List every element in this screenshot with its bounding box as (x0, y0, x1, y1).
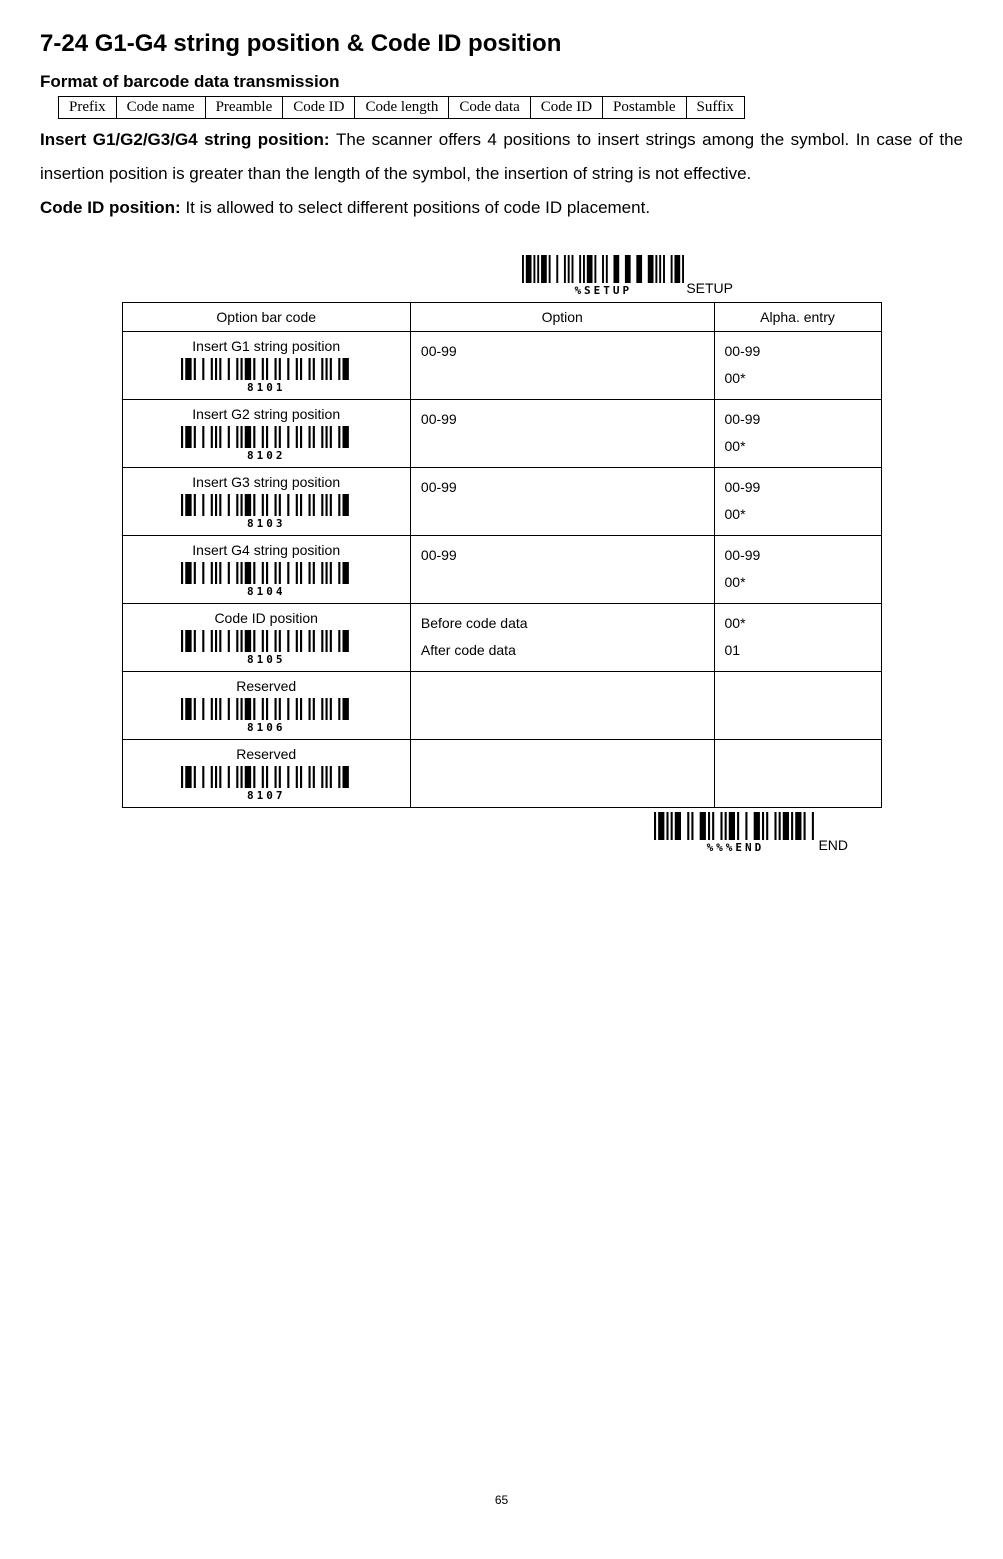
format-cell: Suffix (686, 97, 744, 119)
alpha-entry-cell (714, 672, 881, 740)
format-cell: Code ID (530, 97, 602, 119)
row-label: Insert G4 string position (133, 542, 400, 558)
option-line: 00-99 (421, 406, 704, 433)
table-row: Insert G1 string position810100-9900-990… (122, 332, 881, 400)
page-title: 7-24 G1-G4 string position & Code ID pos… (40, 30, 963, 58)
format-heading: Format of barcode data transmission (40, 72, 963, 92)
option-barcode-cell: Insert G3 string position 8103 (122, 468, 410, 536)
alpha-line: 00-99 (725, 474, 871, 501)
option-barcode-cell: Insert G2 string position 8102 (122, 400, 410, 468)
row-barcode-caption: 8105 (133, 654, 400, 665)
alpha-entry-cell: 00-9900* (714, 400, 881, 468)
alpha-line: 01 (725, 637, 871, 664)
format-cell: Code name (116, 97, 205, 119)
alpha-entry-cell: 00-9900* (714, 468, 881, 536)
alpha-line: 00* (725, 569, 871, 596)
para2-bold: Code ID position: (40, 198, 185, 217)
option-barcode-cell: Reserved 8106 (122, 672, 410, 740)
option-line: After code data (421, 637, 704, 664)
table-row: Reserved 8107 (122, 740, 881, 808)
row-label: Insert G1 string position (133, 338, 400, 354)
row-barcode-caption: 8103 (133, 518, 400, 529)
format-cell: Postamble (603, 97, 687, 119)
format-cell: Code length (355, 97, 449, 119)
alpha-entry-cell: 00*01 (714, 604, 881, 672)
table-row: Reserved 8106 (122, 672, 881, 740)
end-barcode-caption: %%%END (654, 842, 816, 853)
option-barcode-cell: Insert G4 string position 8104 (122, 536, 410, 604)
table-row: Insert G2 string position810200-9900-990… (122, 400, 881, 468)
format-cell: Code ID (283, 97, 355, 119)
alpha-line: 00* (725, 433, 871, 460)
end-barcode-block: %%%END END (40, 812, 963, 853)
option-value-cell: 00-99 (410, 468, 714, 536)
table-row: Insert G4 string position810400-9900-990… (122, 536, 881, 604)
end-barcode: %%%END (654, 812, 816, 853)
row-label: Reserved (133, 678, 400, 694)
option-line: 00-99 (421, 338, 704, 365)
options-table: Option bar code Option Alpha. entry Inse… (122, 302, 882, 808)
table-row: Code ID position 8105 Before code dataAfte… (122, 604, 881, 672)
option-value-cell: 00-99 (410, 332, 714, 400)
row-barcode-caption: 8101 (133, 382, 400, 393)
setup-label: SETUP (686, 280, 733, 296)
option-value-cell (410, 672, 714, 740)
option-barcode-cell: Insert G1 string position 8101 (122, 332, 410, 400)
option-barcode-cell: Reserved 8107 (122, 740, 410, 808)
option-value-cell: Before code dataAfter code data (410, 604, 714, 672)
row-barcode-caption: 8104 (133, 586, 400, 597)
row-label: Insert G2 string position (133, 406, 400, 422)
row-barcode-caption: 8106 (133, 722, 400, 733)
para1-bold: Insert G1/G2/G3/G4 string position: (40, 130, 336, 149)
option-line: Before code data (421, 610, 704, 637)
alpha-entry-cell: 00-9900* (714, 332, 881, 400)
setup-barcode-block: %SETUP SETUP (40, 255, 963, 296)
option-barcode-cell: Code ID position 8105 (122, 604, 410, 672)
format-cell: Preamble (205, 97, 283, 119)
option-value-cell (410, 740, 714, 808)
alpha-line: 00* (725, 501, 871, 528)
option-value-cell: 00-99 (410, 536, 714, 604)
header-option-barcode: Option bar code (122, 303, 410, 332)
option-value-cell: 00-99 (410, 400, 714, 468)
option-line: 00-99 (421, 474, 704, 501)
setup-barcode-caption: %SETUP (522, 285, 684, 296)
format-cell: Code data (449, 97, 530, 119)
alpha-line: 00* (725, 365, 871, 392)
alpha-line: 00-99 (725, 542, 871, 569)
option-line: 00-99 (421, 542, 704, 569)
row-label: Code ID position (133, 610, 400, 626)
setup-barcode: %SETUP (522, 255, 684, 296)
para2-rest: It is allowed to select different positi… (185, 198, 650, 217)
end-label: END (818, 837, 848, 853)
alpha-entry-cell (714, 740, 881, 808)
format-cell: Prefix (59, 97, 117, 119)
paragraph-codeid: Code ID position: It is allowed to selec… (40, 191, 963, 225)
row-barcode-caption: 8107 (133, 790, 400, 801)
table-row: Insert G3 string position810300-9900-990… (122, 468, 881, 536)
row-barcode-caption: 8102 (133, 450, 400, 461)
alpha-line: 00-99 (725, 406, 871, 433)
alpha-line: 00-99 (725, 338, 871, 365)
row-label: Reserved (133, 746, 400, 762)
row-label: Insert G3 string position (133, 474, 400, 490)
page-number: 65 (40, 1493, 963, 1507)
paragraph-insert: Insert G1/G2/G3/G4 string position: The … (40, 123, 963, 191)
header-option: Option (410, 303, 714, 332)
header-alpha: Alpha. entry (714, 303, 881, 332)
format-table: PrefixCode namePreambleCode IDCode lengt… (58, 96, 745, 119)
alpha-line: 00* (725, 610, 871, 637)
alpha-entry-cell: 00-9900* (714, 536, 881, 604)
